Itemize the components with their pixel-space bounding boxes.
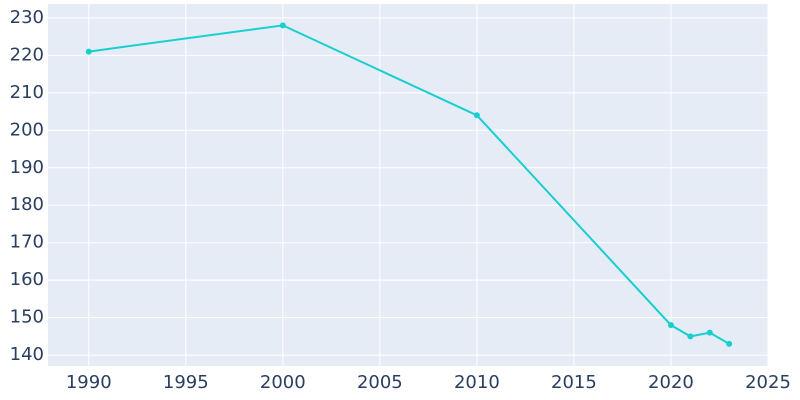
x-tick-label: 2015 bbox=[551, 372, 597, 393]
y-tick-label: 180 bbox=[10, 194, 44, 215]
plot-background bbox=[48, 4, 768, 366]
y-tick-label: 190 bbox=[10, 157, 44, 178]
y-tick-label: 230 bbox=[10, 7, 44, 28]
point bbox=[726, 340, 733, 347]
point bbox=[279, 22, 286, 29]
y-tick-label: 160 bbox=[10, 269, 44, 290]
point bbox=[85, 48, 92, 55]
y-tick-label: 150 bbox=[10, 307, 44, 328]
point bbox=[687, 333, 694, 340]
point bbox=[667, 322, 674, 329]
x-tick-label: 2000 bbox=[260, 372, 306, 393]
x-tick-label: 2010 bbox=[454, 372, 500, 393]
y-tick-label: 200 bbox=[10, 119, 44, 140]
x-tick-label: 1990 bbox=[66, 372, 112, 393]
x-tick-label: 2005 bbox=[357, 372, 403, 393]
y-tick-label: 140 bbox=[10, 344, 44, 365]
x-tick-label: 2020 bbox=[648, 372, 694, 393]
x-tick-label: 2025 bbox=[745, 372, 791, 393]
point bbox=[473, 112, 480, 119]
y-tick-label: 220 bbox=[10, 44, 44, 65]
y-tick-label: 170 bbox=[10, 232, 44, 253]
y-tick-label: 210 bbox=[10, 82, 44, 103]
point bbox=[706, 329, 713, 336]
x-tick-label: 1995 bbox=[163, 372, 209, 393]
